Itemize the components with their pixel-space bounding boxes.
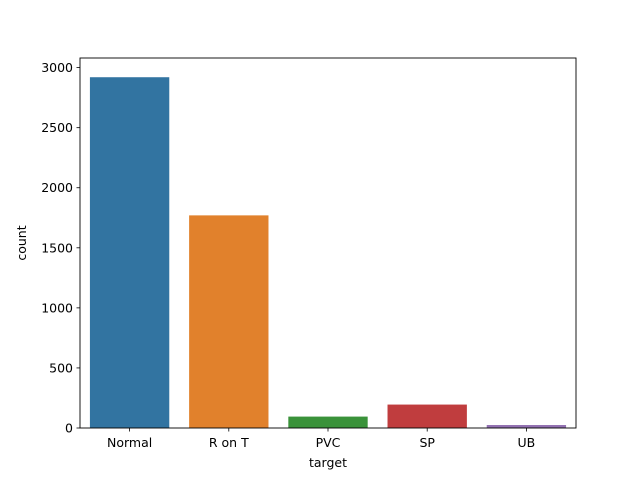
- y-axis-label: count: [14, 225, 29, 260]
- x-axis-label: target: [309, 455, 347, 470]
- x-tick-label-ub: UB: [518, 435, 536, 450]
- y-tick-label: 500: [49, 360, 73, 375]
- bars-group: [89, 77, 567, 428]
- plot-frame: [79, 57, 577, 429]
- y-tick-label: 1000: [41, 300, 73, 315]
- y-tick-label: 2500: [41, 120, 73, 135]
- y-tick-label: 0: [65, 421, 73, 436]
- y-tick-label: 2000: [41, 180, 73, 195]
- x-tick-label-r-on-t: R on T: [209, 435, 249, 450]
- x-tick-label-normal: Normal: [107, 435, 152, 450]
- bar-sp: [387, 404, 467, 428]
- bar-normal: [89, 77, 170, 428]
- x-tick-label-pvc: PVC: [316, 435, 341, 450]
- bar-ub: [486, 425, 567, 428]
- bar-pvc: [288, 416, 368, 428]
- y-tick-label: 3000: [41, 60, 73, 75]
- y-axis-ticks: 0 500 1000 1500 2000 2500 3000: [41, 60, 80, 436]
- x-tick-label-sp: SP: [419, 435, 435, 450]
- y-tick-label: 1500: [41, 240, 73, 255]
- x-axis-ticks: Normal R on T PVC SP UB: [107, 428, 535, 450]
- bar-r-on-t: [189, 215, 269, 428]
